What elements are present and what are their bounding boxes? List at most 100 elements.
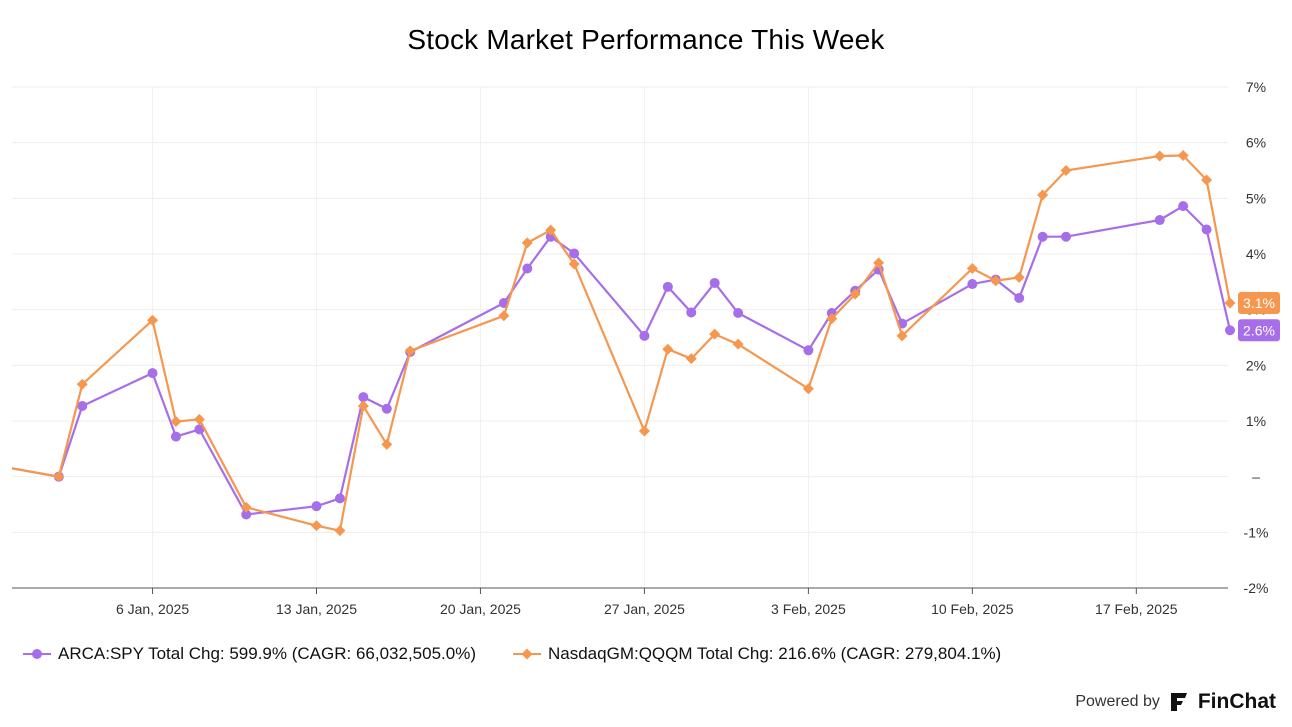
data-point[interactable]: [1154, 215, 1165, 226]
series-line: [11, 154, 1232, 532]
x-tick-label: 17 Feb, 2025: [1095, 601, 1178, 617]
data-point[interactable]: [826, 313, 838, 325]
data-point[interactable]: [545, 224, 557, 236]
legend-item-qqqm[interactable]: NasdaqGM:QQQM Total Chg: 216.6% (CAGR: 2…: [512, 644, 1001, 664]
data-point[interactable]: [732, 338, 744, 350]
data-point[interactable]: [709, 277, 720, 288]
data-point[interactable]: [873, 257, 885, 269]
data-point[interactable]: [966, 262, 978, 274]
data-point[interactable]: [1014, 292, 1025, 303]
data-point[interactable]: [358, 392, 369, 403]
x-tick-label: 10 Feb, 2025: [931, 601, 1014, 617]
x-tick-label: 20 Jan, 2025: [440, 601, 521, 617]
data-point[interactable]: [498, 310, 510, 322]
data-point[interactable]: [967, 279, 978, 290]
data-point[interactable]: [662, 343, 674, 355]
legend-marker-qqqm: [513, 648, 541, 660]
data-point[interactable]: [1178, 201, 1189, 212]
data-point[interactable]: [170, 431, 181, 442]
data-point[interactable]: [1060, 165, 1072, 176]
finchat-logo-icon: [1170, 693, 1187, 711]
data-point[interactable]: [1201, 224, 1212, 235]
series-0: [11, 201, 1235, 520]
data-point[interactable]: [568, 258, 580, 270]
end-label-box: [1238, 319, 1280, 342]
data-point[interactable]: [1154, 150, 1166, 162]
data-point[interactable]: [241, 509, 252, 520]
end-label-text: 3.1%: [1243, 295, 1275, 311]
x-tick-label: 6 Jan, 2025: [116, 601, 189, 617]
data-point[interactable]: [194, 424, 205, 435]
data-point[interactable]: [686, 307, 697, 318]
data-point[interactable]: [685, 353, 697, 365]
data-point[interactable]: [803, 345, 814, 356]
data-point[interactable]: [1201, 174, 1213, 186]
data-point[interactable]: [193, 413, 205, 425]
chart-title: Stock Market Performance This Week: [407, 24, 885, 55]
data-point[interactable]: [1225, 325, 1235, 336]
data-point[interactable]: [357, 400, 369, 412]
legend-marker-spy: [23, 649, 51, 659]
y-tick-label: -2%: [1244, 580, 1269, 596]
data-point[interactable]: [240, 501, 252, 513]
data-point[interactable]: [1013, 271, 1025, 283]
data-point[interactable]: [733, 308, 744, 319]
series-layer: [11, 149, 1236, 537]
end-value-label: 2.6%: [1238, 319, 1280, 342]
data-point[interactable]: [1037, 189, 1049, 201]
y-tick-label: –: [1252, 469, 1260, 485]
data-point[interactable]: [381, 438, 393, 450]
legend: ARCA:SPY Total Chg: 599.9% (CAGR: 66,032…: [22, 644, 1001, 664]
data-point[interactable]: [522, 263, 533, 274]
legend-label-spy: ARCA:SPY Total Chg: 599.9% (CAGR: 66,032…: [58, 644, 476, 663]
data-point[interactable]: [76, 378, 88, 390]
end-label-box: [1238, 291, 1280, 314]
data-point[interactable]: [569, 248, 580, 259]
data-point[interactable]: [1224, 297, 1236, 309]
y-tick-label: 2%: [1246, 357, 1266, 373]
y-tick-label: 4%: [1246, 246, 1266, 262]
y-tick-label: 6%: [1246, 135, 1266, 151]
data-point[interactable]: [1037, 231, 1048, 242]
legend-label-qqqm: NasdaqGM:QQQM Total Chg: 216.6% (CAGR: 2…: [548, 644, 1002, 663]
y-tick-label: 1%: [1246, 413, 1266, 429]
data-point[interactable]: [709, 328, 721, 340]
x-tick-label: 13 Jan, 2025: [276, 601, 357, 617]
data-point[interactable]: [334, 525, 346, 537]
data-point[interactable]: [147, 314, 159, 326]
data-point[interactable]: [638, 425, 650, 437]
data-point[interactable]: [381, 403, 392, 414]
footer: Powered by FinChat: [1075, 690, 1276, 714]
legend-item-spy[interactable]: ARCA:SPY Total Chg: 599.9% (CAGR: 66,032…: [22, 644, 476, 664]
data-point[interactable]: [77, 400, 88, 411]
data-point[interactable]: [1061, 231, 1072, 242]
data-point[interactable]: [990, 275, 1002, 287]
y-tick-label: 5%: [1246, 190, 1266, 206]
data-point[interactable]: [1177, 149, 1189, 161]
data-point[interactable]: [147, 368, 158, 379]
data-point[interactable]: [662, 281, 673, 292]
powered-by-text: Powered by: [1075, 693, 1160, 710]
data-point[interactable]: [802, 383, 814, 395]
x-tick-label: 27 Jan, 2025: [604, 601, 685, 617]
data-point[interactable]: [311, 501, 322, 512]
end-value-label: 3.1%: [1238, 291, 1280, 314]
data-point[interactable]: [521, 237, 533, 249]
data-point[interactable]: [53, 471, 65, 483]
brand-name: FinChat: [1197, 690, 1276, 713]
data-point[interactable]: [896, 330, 908, 342]
y-tick-label: -1%: [1244, 524, 1269, 540]
series-1: [11, 149, 1236, 537]
data-point[interactable]: [311, 520, 322, 532]
data-point[interactable]: [334, 493, 345, 504]
data-point[interactable]: [404, 345, 416, 357]
data-point[interactable]: [170, 416, 182, 428]
series-line: [11, 205, 1232, 516]
end-labels: 2.6% 3.1%: [1238, 291, 1280, 342]
y-tick-label: 7%: [1246, 79, 1266, 95]
x-tick-label: 3 Feb, 2025: [771, 601, 846, 617]
end-label-text: 2.6%: [1243, 322, 1275, 338]
data-point[interactable]: [639, 330, 650, 341]
data-point[interactable]: [849, 288, 861, 300]
